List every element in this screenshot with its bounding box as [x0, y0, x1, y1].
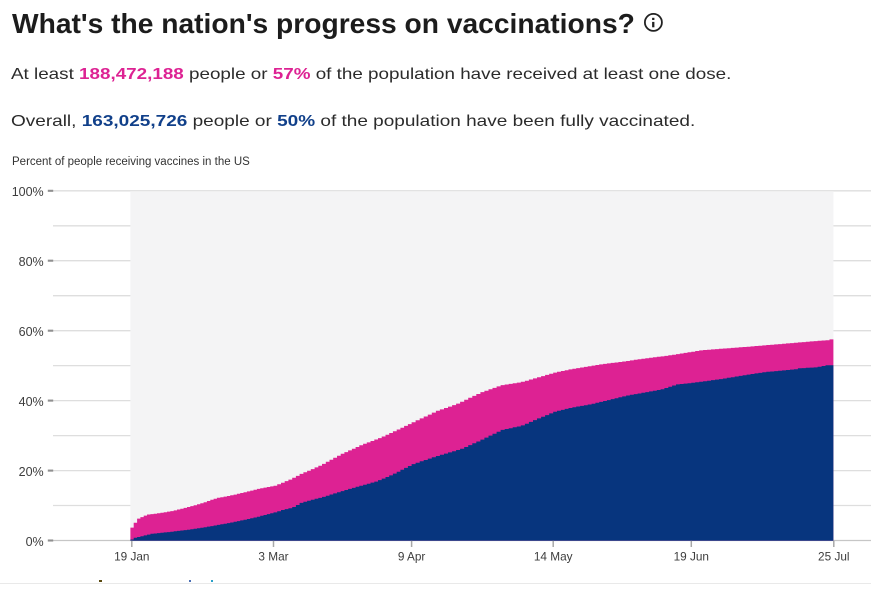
- svg-text:0%: 0%: [26, 535, 44, 549]
- svg-text:25 Jul: 25 Jul: [818, 550, 849, 564]
- svg-text:60%: 60%: [19, 325, 44, 339]
- svg-text:80%: 80%: [19, 255, 44, 269]
- svg-text:9 Apr: 9 Apr: [398, 550, 426, 564]
- svg-text:40%: 40%: [19, 395, 44, 409]
- svg-text:3 Mar: 3 Mar: [258, 550, 288, 564]
- svg-text:100%: 100%: [12, 185, 44, 199]
- svg-text:20%: 20%: [19, 465, 44, 479]
- svg-text:19 Jun: 19 Jun: [674, 550, 709, 564]
- svg-text:19 Jan: 19 Jan: [114, 550, 149, 564]
- svg-text:14 May: 14 May: [534, 550, 573, 564]
